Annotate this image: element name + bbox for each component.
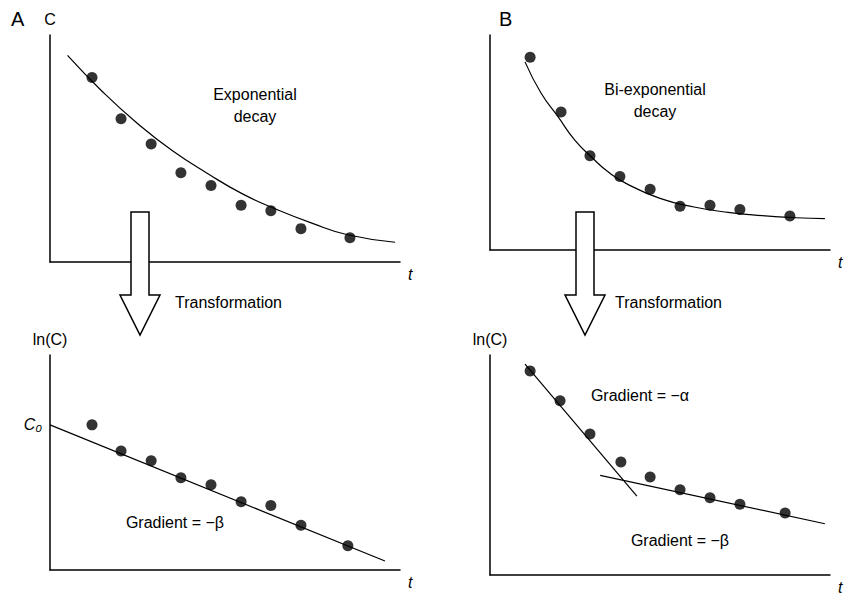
svg-text:Bi-exponential: Bi-exponential (604, 81, 705, 98)
svg-text:ln(C): ln(C) (473, 331, 508, 348)
svg-text:Gradient = −β: Gradient = −β (126, 514, 224, 531)
svg-text:ln(C): ln(C) (33, 331, 68, 348)
svg-text:t: t (408, 266, 413, 283)
svg-text:C: C (44, 11, 56, 28)
svg-text:Exponential: Exponential (213, 86, 297, 103)
svg-text:t: t (838, 254, 843, 271)
svg-text:Gradient = −β: Gradient = −β (631, 532, 729, 549)
svg-text:Transformation: Transformation (175, 294, 282, 311)
svg-text:decay: decay (634, 103, 677, 120)
svg-text:Gradient = −α: Gradient = −α (591, 387, 689, 404)
svg-text:A: A (11, 8, 25, 30)
svg-text:B: B (499, 8, 512, 30)
svg-text:decay: decay (234, 108, 277, 125)
svg-text:t: t (838, 579, 843, 596)
svg-text:t: t (408, 574, 413, 591)
svg-text:Transformation: Transformation (615, 294, 722, 311)
svg-text:C₀: C₀ (24, 416, 43, 433)
